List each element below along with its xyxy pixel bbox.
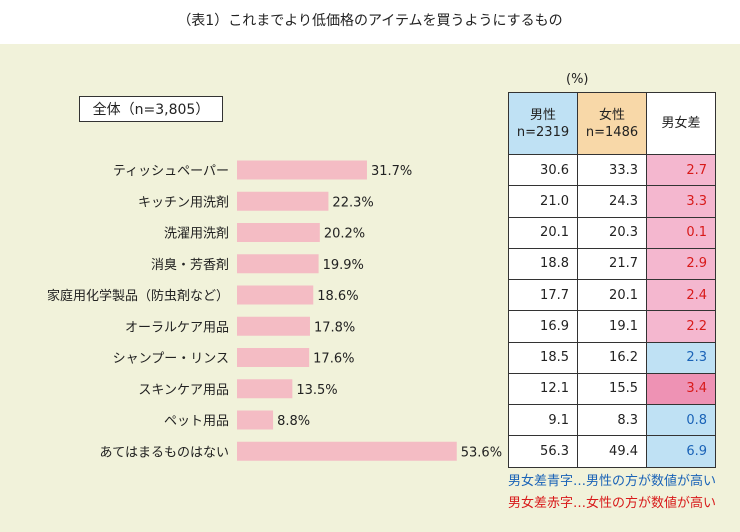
legend-red: 男女差赤字…女性の方が数値が高い	[508, 496, 717, 511]
diff-value: 6.9	[646, 435, 716, 468]
header-male: 男性 n=2319	[508, 92, 578, 155]
table-row: 17.7 20.1 2.4	[508, 278, 716, 312]
table-row: 20.1 20.3 0.1	[508, 216, 716, 249]
title-band: （表1）これまでより低価格のアイテムを買うようにするもの	[0, 0, 740, 44]
bar	[237, 160, 367, 180]
female-value: 19.1	[577, 310, 647, 343]
male-value: 9.1	[508, 403, 578, 437]
bar	[237, 441, 457, 461]
header-male-label: 男性	[529, 107, 556, 123]
bar-value-label: 18.6%	[317, 289, 358, 304]
male-value: 12.1	[508, 372, 578, 406]
bar-value-label: 8.8%	[277, 414, 310, 429]
male-value: 17.7	[508, 278, 578, 312]
table-row: 12.1 15.5 3.4	[508, 372, 716, 406]
female-value: 20.3	[577, 216, 647, 249]
table-header-row: 男性 n=2319 女性 n=1486 男女差	[508, 92, 716, 155]
table-row: 18.5 16.2 2.3	[508, 341, 716, 374]
chart-title: （表1）これまでより低価格のアイテムを買うようにするもの	[177, 13, 563, 29]
female-value: 24.3	[577, 185, 647, 218]
male-value: 16.9	[508, 310, 578, 343]
female-value: 49.4	[577, 435, 647, 468]
female-value: 8.3	[577, 403, 647, 437]
bar	[237, 285, 314, 305]
diff-value: 2.2	[646, 310, 716, 343]
diff-value: 2.7	[646, 153, 716, 187]
bar-value-label: 31.7%	[371, 164, 412, 179]
header-male-n: n=2319	[516, 124, 570, 140]
legend-blue: 男女差青字…男性の方が数値が高い	[508, 474, 717, 489]
category-label: キッチン用洗剤	[138, 194, 229, 210]
bar	[237, 348, 310, 367]
male-value: 21.0	[508, 185, 578, 218]
female-value: 33.3	[577, 153, 647, 187]
category-label: あてはまるものはない	[100, 445, 229, 460]
header-female-n: n=1486	[585, 124, 639, 140]
category-label: 洗濯用洗剤	[164, 226, 229, 242]
table-row: 16.9 19.1 2.2	[508, 310, 716, 343]
diff-value: 2.3	[646, 341, 716, 374]
table-row: 30.6 33.3 2.7	[508, 153, 716, 187]
gender-table: 男性 n=2319 女性 n=1486 男女差 30.6 33.3 2.7 21.0 2…	[508, 92, 716, 468]
unit-label: (%)	[566, 72, 589, 87]
bar-value-label: 17.6%	[313, 352, 354, 367]
diff-value: 0.8	[646, 403, 716, 437]
header-female: 女性 n=1486	[577, 92, 647, 155]
header-diff: 男女差	[646, 92, 716, 155]
category-label: ティッシュペーパー	[113, 164, 229, 179]
diff-value: 2.4	[646, 278, 716, 312]
male-value: 56.3	[508, 435, 578, 468]
diff-value: 0.1	[646, 216, 716, 249]
bar	[237, 223, 320, 242]
diff-value: 3.3	[646, 185, 716, 218]
bar-value-label: 13.5%	[296, 383, 337, 398]
male-value: 30.6	[508, 153, 578, 187]
table-row: 56.3 49.4 6.9	[508, 435, 716, 468]
bar	[237, 410, 274, 430]
bar-value-label: 53.6%	[461, 445, 502, 460]
female-value: 15.5	[577, 372, 647, 406]
category-label: ペット用品	[164, 414, 229, 429]
category-label: 家庭用化学製品（防虫剤など）	[47, 288, 229, 304]
table-row: 9.1 8.3 0.8	[508, 403, 716, 437]
table-body: 30.6 33.3 2.7 21.0 24.3 3.3 20.1 20.3 0.1 18.8 21.…	[508, 153, 716, 468]
bar	[237, 316, 310, 336]
female-value: 21.7	[577, 247, 647, 281]
diff-value: 2.9	[646, 247, 716, 281]
category-label: シャンプー・リンス	[113, 352, 229, 367]
category-label: オーラルケア用品	[125, 320, 229, 335]
table-row: 18.8 21.7 2.9	[508, 247, 716, 281]
male-value: 18.5	[508, 341, 578, 374]
table-row: 21.0 24.3 3.3	[508, 185, 716, 218]
bar-value-label: 17.8%	[314, 320, 355, 335]
bar-value-label: 22.3%	[332, 195, 373, 210]
bar	[237, 254, 319, 274]
female-value: 20.1	[577, 278, 647, 312]
female-value: 16.2	[577, 341, 647, 374]
category-label: スキンケア用品	[138, 383, 229, 398]
total-sample-label: 全体（n=3,805）	[79, 96, 223, 122]
category-label: 消臭・芳香剤	[151, 257, 229, 273]
bar	[237, 191, 329, 211]
bar-value-label: 19.9%	[323, 258, 364, 273]
bar-value-label: 20.2%	[324, 227, 365, 242]
diff-value: 3.4	[646, 372, 716, 406]
male-value: 20.1	[508, 216, 578, 249]
bar	[237, 379, 293, 399]
male-value: 18.8	[508, 247, 578, 281]
header-female-label: 女性	[598, 107, 625, 123]
